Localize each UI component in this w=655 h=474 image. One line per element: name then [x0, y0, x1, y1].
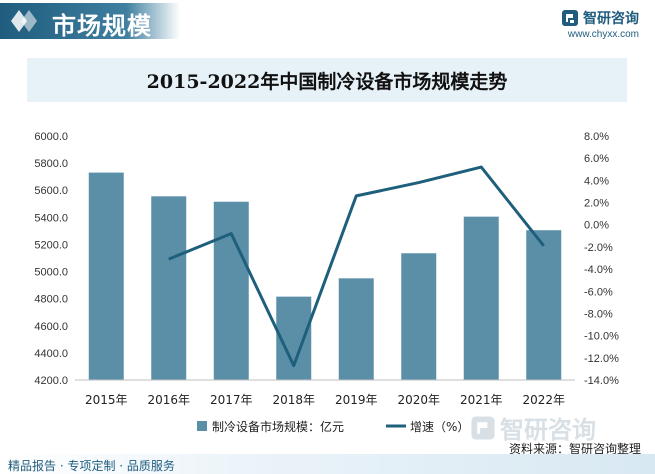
bar-4: [338, 278, 374, 380]
watermark-logo: 智研咨询: [470, 410, 596, 445]
y-right-tick-10: -12.0%: [584, 353, 619, 365]
chart-title: 2015-2022年中国制冷设备市场规模走势: [146, 70, 508, 93]
brand-logo-icon: [562, 10, 578, 26]
y-left-tick-3: 5400.0: [34, 212, 68, 224]
x-tick-1: 2016年: [147, 393, 190, 407]
bar-7: [526, 230, 562, 380]
brand-name: 智研咨询: [583, 11, 639, 27]
x-tick-4: 2019年: [335, 393, 378, 407]
y-right-tick-6: -4.0%: [584, 264, 613, 276]
x-tick-0: 2015年: [85, 393, 128, 407]
bar-0: [88, 172, 124, 380]
y-right-tick-11: -14.0%: [584, 375, 619, 387]
y-left-tick-1: 5800.0: [34, 158, 68, 170]
footer-tagline: 精品报告 · 专项定制 · 品质服务: [8, 459, 175, 473]
y-right-tick-0: 8.0%: [584, 131, 609, 143]
y-left-tick-6: 4800.0: [34, 294, 68, 306]
x-tick-2: 2017年: [210, 393, 253, 407]
bar-1: [151, 196, 187, 380]
chart-title-box: 2015-2022年中国制冷设备市场规模走势: [27, 58, 627, 102]
legend-bar-label: 制冷设备市场规模：亿元: [212, 419, 344, 434]
y-right-tick-3: 2.0%: [584, 198, 609, 210]
watermark-logo-icon: [471, 415, 495, 440]
y-right-tick-9: -10.0%: [584, 331, 619, 343]
page-header: 市场规模 智研咨询 www.chyxx.com: [0, 0, 655, 44]
page-footer: 精品报告 · 专项定制 · 品质服务: [0, 450, 655, 474]
x-tick-3: 2018年: [272, 393, 315, 407]
y-right-tick-4: 0.0%: [584, 220, 609, 232]
section-title: 市场规模: [52, 12, 152, 40]
x-tick-5: 2020年: [397, 393, 440, 407]
y-right-tick-2: 4.0%: [584, 175, 609, 187]
legend-bar-swatch: [197, 421, 207, 431]
brand-block: 智研咨询 www.chyxx.com: [561, 8, 639, 40]
y-right-tick-1: 6.0%: [584, 153, 609, 165]
bar-6: [463, 216, 499, 380]
y-left-tick-8: 4400.0: [34, 348, 68, 360]
y-right-tick-5: -2.0%: [584, 242, 613, 254]
y-left-tick-5: 5000.0: [34, 267, 68, 279]
y-left-tick-4: 5200.0: [34, 239, 68, 251]
x-tick-6: 2021年: [460, 393, 503, 407]
brand-url: www.chyxx.com: [567, 29, 639, 40]
y-right-tick-8: -8.0%: [584, 308, 613, 320]
diamond-logo-icon: [11, 10, 37, 32]
bar-2: [213, 201, 249, 380]
source-note: 资料来源：智研咨询整理: [508, 442, 641, 456]
y-right-tick-7: -6.0%: [584, 286, 613, 298]
watermark-text: 智研咨询: [500, 416, 596, 444]
y-left-tick-2: 5600.0: [34, 185, 68, 197]
y-left-tick-0: 6000.0: [34, 131, 68, 143]
x-tick-7: 2022年: [522, 393, 565, 407]
y-left-tick-9: 4200.0: [34, 375, 68, 387]
footer-bar: [0, 454, 655, 474]
y-left-tick-7: 4600.0: [34, 321, 68, 333]
legend-line-label: 增速（%）: [410, 420, 469, 434]
bar-5: [401, 253, 437, 380]
